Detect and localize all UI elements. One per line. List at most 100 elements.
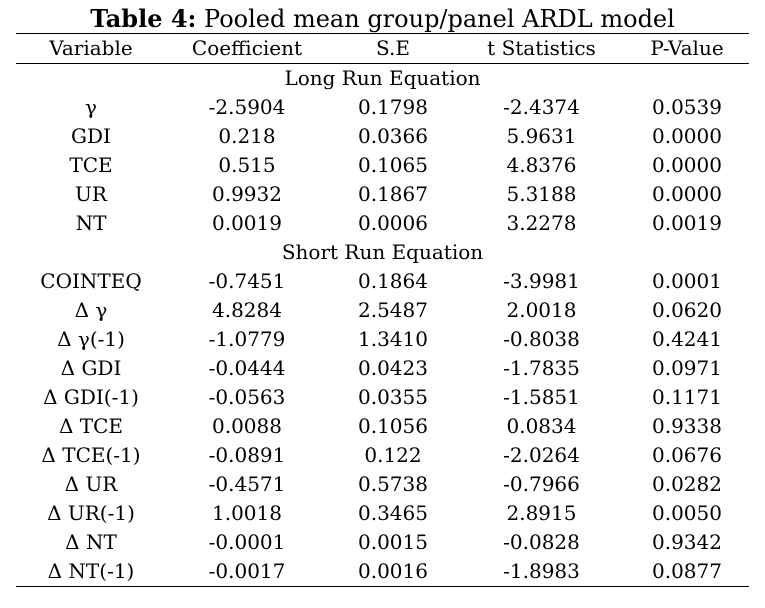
cell-variable: Δ γ	[74, 298, 108, 322]
cell-se: 1.3410	[358, 327, 428, 351]
cell-coefficient: 1.0018	[212, 501, 282, 525]
header-t-statistics: t Statistics	[458, 33, 625, 64]
cell-p-value: 0.0877	[625, 557, 749, 587]
cell-p-value: 0.0050	[652, 501, 722, 525]
cell-se: 0.0423	[358, 356, 428, 380]
table-row: NT 0.0019 0.0006 3.2278 0.0019	[16, 209, 749, 238]
section-title: Long Run Equation	[284, 66, 481, 90]
cell-se: 2.5487	[358, 298, 428, 322]
table-row: Δ GDI -0.0444 0.0423 -1.7835 0.0971	[16, 354, 749, 383]
table-row: Δ TCE 0.0088 0.1056 0.0834 0.9338	[16, 412, 749, 441]
table-row: Δ NT -0.0001 0.0015 -0.0828 0.9342	[16, 528, 749, 557]
cell-p-value: 0.0001	[652, 269, 722, 293]
cell-variable: Δ UR(-1)	[47, 501, 135, 525]
cell-t-statistics: 5.9631	[506, 124, 577, 148]
cell-p-value: 0.0019	[652, 211, 722, 235]
cell-p-value: 0.9342	[652, 530, 722, 554]
table-caption-label: Table 4:	[90, 4, 197, 33]
cell-coefficient: 0.515	[218, 153, 276, 177]
table-header: Variable Coefficient S.E t Statistics P-…	[16, 33, 749, 64]
cell-variable: Δ GDI	[60, 356, 122, 380]
table-row: γ -2.5904 0.1798 -2.4374 0.0539	[16, 93, 749, 122]
cell-se: 0.1065	[358, 153, 428, 177]
cell-se: 0.3465	[358, 501, 428, 525]
cell-t-statistics: 2.0018	[506, 298, 577, 322]
table-row: UR 0.9932 0.1867 5.3188 0.0000	[16, 180, 749, 209]
cell-t-statistics: -3.9981	[503, 269, 580, 293]
cell-variable: Δ TCE(-1)	[41, 443, 141, 467]
cell-variable: GDI	[71, 124, 111, 148]
cell-coefficient: 0.218	[218, 124, 276, 148]
section-row: Long Run Equation	[16, 64, 749, 94]
table-row: Δ γ(-1) -1.0779 1.3410 -0.8038 0.4241	[16, 325, 749, 354]
table-row: Δ GDI(-1) -0.0563 0.0355 -1.5851 0.1171	[16, 383, 749, 412]
table-caption-text: Pooled mean group/panel ARDL model	[196, 5, 675, 33]
cell-variable: Δ γ(-1)	[57, 327, 125, 351]
cell-p-value: 0.0000	[652, 182, 722, 206]
cell-variable: Δ TCE	[58, 414, 124, 438]
cell-se: 0.1864	[358, 269, 428, 293]
table-body: Long Run Equation γ -2.5904 0.1798 -2.4374 0.…	[16, 64, 749, 587]
cell-t-statistics: -1.8983	[458, 557, 625, 587]
cell-variable: Δ NT	[65, 530, 117, 554]
section-row: Short Run Equation	[16, 238, 749, 267]
table-row: Δ UR -0.4571 0.5738 -0.7966 0.0282	[16, 470, 749, 499]
cell-t-statistics: -0.8038	[503, 327, 580, 351]
cell-t-statistics: -2.0264	[503, 443, 580, 467]
cell-se: 0.122	[364, 443, 422, 467]
cell-coefficient: -1.0779	[208, 327, 286, 351]
table-caption: Table 4: Pooled mean group/panel ARDL mo…	[0, 0, 765, 34]
cell-coefficient: 0.0088	[212, 414, 282, 438]
cell-p-value: 0.0000	[652, 153, 722, 177]
cell-p-value: 0.9338	[652, 414, 722, 438]
cell-coefficient: -0.0563	[208, 385, 286, 409]
header-se: S.E	[328, 33, 458, 64]
cell-coefficient: 0.0019	[212, 211, 282, 235]
cell-p-value: 0.0620	[652, 298, 722, 322]
cell-variable: UR	[75, 182, 107, 206]
cell-coefficient: -0.4571	[208, 472, 286, 496]
cell-variable: Δ UR	[64, 472, 118, 496]
cell-coefficient: -0.0017	[166, 557, 328, 587]
table-row: TCE 0.515 0.1065 4.8376 0.0000	[16, 151, 749, 180]
cell-p-value: 0.0676	[652, 443, 722, 467]
cell-se: 0.0006	[358, 211, 428, 235]
cell-variable: Δ GDI(-1)	[43, 385, 139, 409]
cell-se: 0.0015	[358, 530, 428, 554]
cell-p-value: 0.0000	[652, 124, 722, 148]
cell-se: 0.0366	[358, 124, 428, 148]
cell-p-value: 0.0539	[652, 95, 722, 119]
cell-coefficient: 0.9932	[212, 182, 282, 206]
cell-coefficient: 4.8284	[212, 298, 282, 322]
header-row: Variable Coefficient S.E t Statistics P-…	[16, 33, 749, 64]
cell-coefficient: -0.0001	[208, 530, 286, 554]
cell-variable: TCE	[69, 153, 113, 177]
cell-p-value: 0.0971	[652, 356, 722, 380]
header-p-value: P-Value	[625, 33, 749, 64]
cell-coefficient: -0.7451	[208, 269, 286, 293]
cell-t-statistics: -2.4374	[503, 95, 580, 119]
table-row: Δ TCE(-1) -0.0891 0.122 -2.0264 0.0676	[16, 441, 749, 470]
table-row: Δ γ 4.8284 2.5487 2.0018 0.0620	[16, 296, 749, 325]
header-coefficient: Coefficient	[166, 33, 328, 64]
cell-t-statistics: 2.8915	[506, 501, 577, 525]
table-row: GDI 0.218 0.0366 5.9631 0.0000	[16, 122, 749, 151]
cell-p-value: 0.4241	[652, 327, 722, 351]
cell-coefficient: -0.0891	[208, 443, 286, 467]
cell-coefficient: -2.5904	[208, 95, 286, 119]
table-row: Δ UR(-1) 1.0018 0.3465 2.8915 0.0050	[16, 499, 749, 528]
cell-t-statistics: -1.5851	[503, 385, 580, 409]
cell-variable: Δ NT(-1)	[16, 557, 166, 587]
cell-p-value: 0.1171	[652, 385, 722, 409]
cell-variable: NT	[75, 211, 107, 235]
cell-se: 0.0355	[358, 385, 428, 409]
cell-se: 0.0016	[328, 557, 458, 587]
section-title: Short Run Equation	[281, 240, 484, 264]
cell-t-statistics: -1.7835	[503, 356, 580, 380]
cell-t-statistics: -0.7966	[503, 472, 580, 496]
cell-t-statistics: 4.8376	[506, 153, 577, 177]
cell-coefficient: -0.0444	[208, 356, 286, 380]
cell-variable: COINTEQ	[40, 269, 142, 293]
results-table: Variable Coefficient S.E t Statistics P-…	[16, 33, 749, 587]
cell-se: 0.1056	[358, 414, 428, 438]
